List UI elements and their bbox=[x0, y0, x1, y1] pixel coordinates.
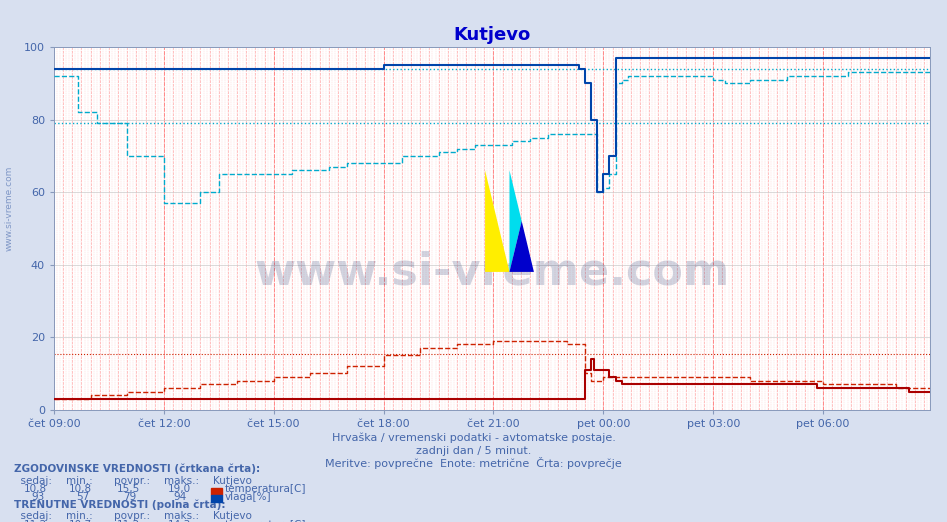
Text: 19,0: 19,0 bbox=[168, 484, 190, 494]
Text: maks.:: maks.: bbox=[164, 476, 199, 486]
Text: povpr.:: povpr.: bbox=[114, 512, 150, 521]
Text: 57: 57 bbox=[76, 492, 89, 502]
Text: TRENUTNE VREDNOSTI (polna črta):: TRENUTNE VREDNOSTI (polna črta): bbox=[14, 500, 225, 510]
Text: min.:: min.: bbox=[66, 512, 93, 521]
Polygon shape bbox=[509, 221, 534, 272]
Text: min.:: min.: bbox=[66, 476, 93, 486]
Text: sedaj:: sedaj: bbox=[14, 512, 52, 521]
Text: Kutjevo: Kutjevo bbox=[213, 512, 252, 521]
Text: www.si-vreme.com: www.si-vreme.com bbox=[255, 251, 729, 293]
Text: Kutjevo: Kutjevo bbox=[213, 476, 252, 486]
Text: povpr.:: povpr.: bbox=[114, 476, 150, 486]
Text: 10,7: 10,7 bbox=[69, 520, 92, 522]
Text: ZGODOVINSKE VREDNOSTI (črtkana črta):: ZGODOVINSKE VREDNOSTI (črtkana črta): bbox=[14, 464, 260, 474]
Text: Hrvaška / vremenski podatki - avtomatske postaje.: Hrvaška / vremenski podatki - avtomatske… bbox=[331, 433, 616, 443]
Text: 14,3: 14,3 bbox=[168, 520, 191, 522]
Text: 15,5: 15,5 bbox=[116, 484, 140, 494]
Text: sedaj:: sedaj: bbox=[14, 476, 52, 486]
Text: 93: 93 bbox=[31, 492, 45, 502]
Text: maks.:: maks.: bbox=[164, 512, 199, 521]
Text: vlaga[%]: vlaga[%] bbox=[224, 492, 271, 502]
Text: Meritve: povprečne  Enote: metrične  Črta: povprečje: Meritve: povprečne Enote: metrične Črta:… bbox=[325, 457, 622, 469]
Text: temperatura[C]: temperatura[C] bbox=[224, 484, 306, 494]
Text: 94: 94 bbox=[173, 492, 187, 502]
Text: 79: 79 bbox=[123, 492, 136, 502]
Polygon shape bbox=[485, 170, 509, 272]
Text: 10,8: 10,8 bbox=[24, 484, 46, 494]
Text: 11,2: 11,2 bbox=[116, 520, 140, 522]
Title: Kutjevo: Kutjevo bbox=[454, 26, 530, 44]
Polygon shape bbox=[509, 170, 522, 272]
Text: 11,2: 11,2 bbox=[24, 520, 47, 522]
Text: www.si-vreme.com: www.si-vreme.com bbox=[5, 166, 14, 252]
Text: 10,8: 10,8 bbox=[69, 484, 92, 494]
Text: temperatura[C]: temperatura[C] bbox=[224, 520, 306, 522]
Text: zadnji dan / 5 minut.: zadnji dan / 5 minut. bbox=[416, 446, 531, 456]
